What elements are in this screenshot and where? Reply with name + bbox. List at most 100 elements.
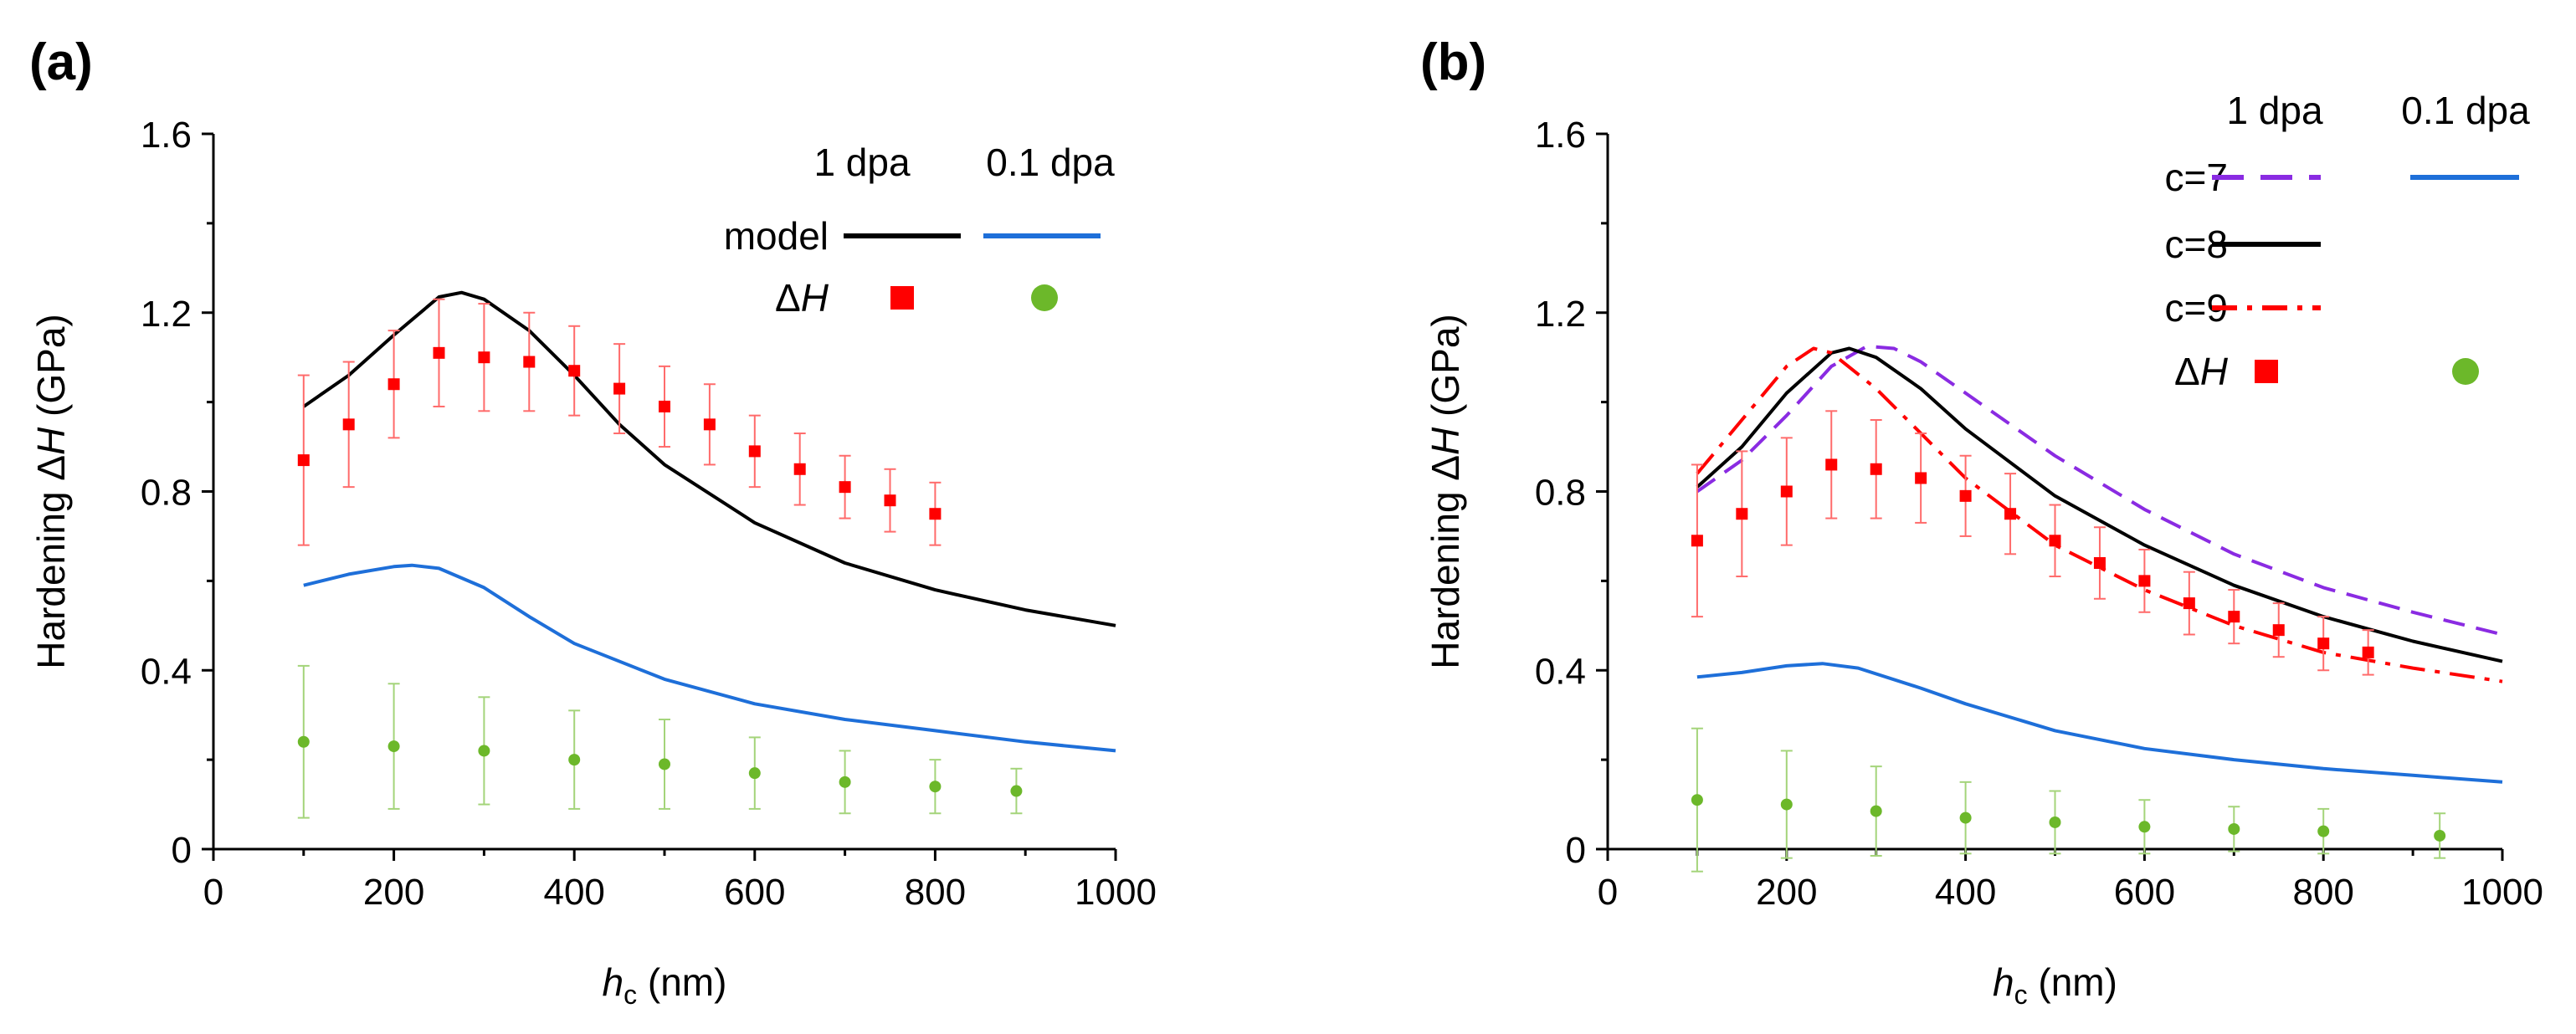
data-point xyxy=(1736,508,1748,520)
series-2 xyxy=(1696,346,2503,683)
y-tick-label: 1.2 xyxy=(1535,294,1586,335)
data-point xyxy=(2362,646,2374,658)
series-3 xyxy=(297,664,1023,819)
series-line xyxy=(1696,346,2503,663)
data-point xyxy=(2272,624,2285,637)
legend-swatch-square xyxy=(2255,360,2278,383)
y-tick-label: 1.6 xyxy=(141,115,192,156)
series-line xyxy=(1696,344,2503,637)
x-tick-label: 400 xyxy=(1935,872,1996,913)
data-point xyxy=(703,418,716,431)
legend-row-label: ΔH xyxy=(2174,350,2229,393)
data-point xyxy=(929,508,942,520)
data-point xyxy=(568,754,581,766)
data-point xyxy=(2093,557,2106,569)
y-axis-title: Hardening ΔH (GPa) xyxy=(29,314,73,668)
series-4 xyxy=(1691,410,2374,676)
data-point xyxy=(2138,821,2151,833)
data-point xyxy=(1959,811,1972,824)
data-point xyxy=(523,356,536,368)
panel-a: (a) 0 200 400 600 800 1000 0 0.4 0.8 1.2 1.6 hc (nm)… xyxy=(29,33,1157,1010)
panel-b: (b) 0 200 400 600 800 1000 0 0.4 0.8 1.2 1.6 hc (nm)… xyxy=(1420,33,2543,1010)
series-1 xyxy=(1696,346,2503,663)
x-tick-label: 200 xyxy=(1756,872,1817,913)
series-3 xyxy=(1696,662,2503,784)
legend-column-header: 1 dpa xyxy=(813,141,911,184)
x-tick-label: 0 xyxy=(203,872,223,913)
data-point xyxy=(929,781,942,793)
series-2 xyxy=(297,298,942,546)
x-axis-title: hc (nm) xyxy=(1993,960,2117,1010)
data-point xyxy=(342,418,355,431)
legend-swatch-square xyxy=(890,286,914,310)
data-point xyxy=(2049,816,2061,828)
legend-row-label: ΔH xyxy=(775,276,829,320)
y-tick-label: 0 xyxy=(1566,830,1586,871)
data-point xyxy=(1825,458,1838,471)
series-0 xyxy=(1696,344,2503,637)
data-point xyxy=(1870,463,1882,475)
data-point xyxy=(433,346,445,359)
panel-label: (b) xyxy=(1420,33,1486,91)
data-point xyxy=(839,776,851,788)
data-point xyxy=(2228,822,2240,835)
x-tick-label: 600 xyxy=(724,872,785,913)
y-tick-label: 1.2 xyxy=(141,294,192,335)
legend: 1 dpa 0.1 dpa model ΔH xyxy=(724,141,1115,320)
data-point xyxy=(1915,472,1927,484)
series-line xyxy=(1696,662,2503,784)
data-point xyxy=(839,481,851,494)
series-1 xyxy=(303,563,1116,753)
data-point xyxy=(2317,637,2330,650)
x-tick-label: 0 xyxy=(1598,872,1618,913)
y-tick-label: 0.8 xyxy=(141,473,192,514)
data-point xyxy=(297,454,310,467)
x-tick-label: 600 xyxy=(2114,872,2175,913)
data-point xyxy=(613,382,626,395)
x-tick-label: 200 xyxy=(363,872,424,913)
x-tick-label: 800 xyxy=(2292,872,2353,913)
y-tick-label: 0 xyxy=(172,830,192,871)
data-point xyxy=(2317,825,2330,837)
series-line xyxy=(1696,346,2503,683)
legend-column-header: 0.1 dpa xyxy=(2401,89,2530,132)
data-point xyxy=(2183,597,2195,610)
data-point xyxy=(568,365,581,377)
data-point xyxy=(387,740,400,753)
data-point xyxy=(1959,489,1972,502)
data-point xyxy=(659,400,670,412)
data-point xyxy=(478,351,490,364)
data-point xyxy=(1010,785,1023,797)
data-point xyxy=(1870,805,1882,817)
x-axis-title: hc (nm) xyxy=(603,960,727,1010)
data-point xyxy=(387,378,400,391)
y-tick-label: 1.6 xyxy=(1535,115,1586,156)
data-point xyxy=(2434,829,2446,842)
data-point xyxy=(748,445,761,458)
data-point xyxy=(748,767,761,780)
legend-row-label: model xyxy=(724,214,829,258)
data-point xyxy=(2049,535,2061,547)
y-tick-label: 0.4 xyxy=(141,651,192,692)
data-point xyxy=(1691,794,1703,806)
series-5 xyxy=(1691,727,2446,873)
x-tick-label: 400 xyxy=(543,872,604,913)
x-tick-label: 800 xyxy=(905,872,966,913)
x-tick-label: 1000 xyxy=(2461,872,2543,913)
legend-column-header: 0.1 dpa xyxy=(986,141,1115,184)
data-point xyxy=(2138,575,2151,587)
data-point xyxy=(884,494,896,507)
panel-label: (a) xyxy=(29,33,93,91)
y-axis-title: Hardening ΔH (GPa) xyxy=(1424,314,1467,668)
data-point xyxy=(478,745,490,757)
y-tick-label: 0.4 xyxy=(1535,651,1586,692)
data-point xyxy=(659,758,670,770)
data-point xyxy=(1780,798,1793,811)
legend-swatch-circle xyxy=(1031,284,1058,311)
data-point xyxy=(1691,535,1703,547)
x-tick-label: 1000 xyxy=(1075,872,1157,913)
data-point xyxy=(793,463,806,475)
legend-swatch-circle xyxy=(2452,358,2479,385)
data-point xyxy=(1780,485,1793,498)
